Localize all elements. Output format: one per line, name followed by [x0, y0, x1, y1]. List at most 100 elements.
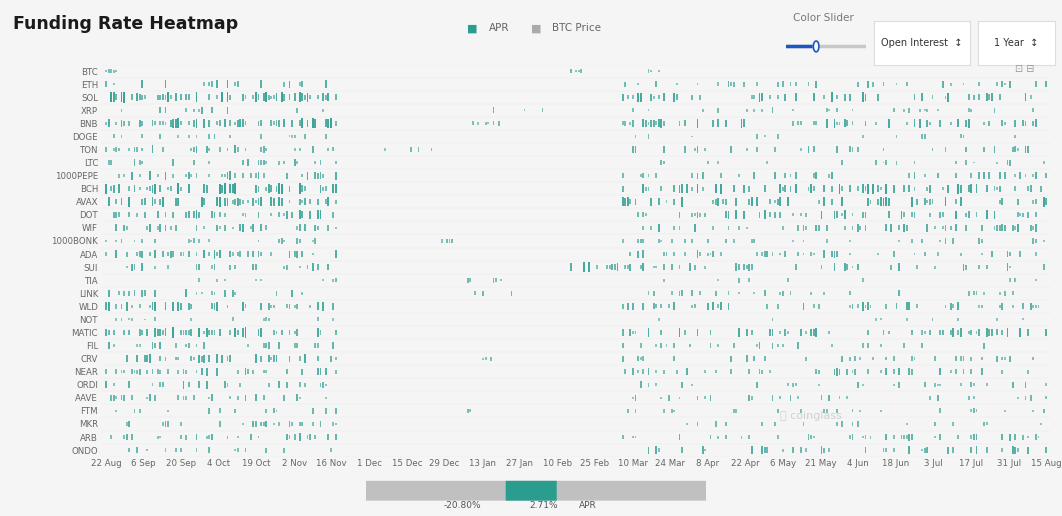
Bar	[296, 394, 298, 401]
Bar	[1045, 80, 1047, 88]
Bar	[332, 318, 335, 320]
Bar	[782, 187, 784, 191]
Bar	[671, 264, 672, 270]
Bar	[208, 408, 210, 414]
Bar	[648, 187, 649, 190]
Bar	[743, 211, 744, 219]
Bar	[170, 120, 172, 127]
Bar	[1045, 396, 1047, 399]
Bar	[217, 224, 218, 231]
Bar	[477, 122, 479, 124]
Bar	[177, 198, 179, 206]
Bar	[203, 82, 205, 86]
Bar	[940, 239, 941, 243]
Bar	[157, 369, 158, 374]
Bar	[472, 121, 474, 125]
Bar	[247, 344, 249, 347]
Bar	[1020, 214, 1022, 216]
Bar	[913, 172, 915, 179]
Bar	[309, 95, 311, 99]
Bar	[242, 159, 244, 166]
Bar	[971, 109, 972, 112]
Bar	[312, 253, 313, 255]
Bar	[542, 108, 544, 112]
Bar	[1014, 147, 1016, 153]
Bar	[121, 92, 122, 103]
Bar	[637, 251, 639, 257]
Bar	[844, 211, 845, 219]
Bar	[1014, 434, 1016, 440]
Bar	[284, 82, 286, 87]
Bar	[159, 121, 161, 125]
Bar	[818, 200, 820, 204]
Bar	[152, 343, 153, 349]
Bar	[852, 213, 854, 216]
Bar	[935, 383, 936, 386]
Bar	[105, 240, 107, 242]
Bar	[908, 108, 910, 112]
Bar	[185, 344, 187, 347]
Bar	[255, 422, 257, 427]
Bar	[320, 383, 322, 387]
Bar	[316, 328, 319, 337]
Bar	[309, 305, 311, 308]
Bar	[661, 397, 663, 399]
Bar	[989, 329, 990, 336]
Bar	[134, 264, 135, 270]
Bar	[110, 92, 113, 102]
Bar	[203, 343, 205, 349]
Bar	[139, 187, 140, 190]
Bar	[849, 305, 851, 308]
Bar	[165, 172, 167, 180]
Bar	[1009, 252, 1011, 256]
Bar	[1032, 121, 1034, 126]
Bar	[816, 121, 818, 125]
Bar	[735, 198, 737, 205]
Bar	[134, 185, 135, 192]
Bar	[131, 172, 133, 180]
Bar	[758, 369, 760, 374]
Bar	[725, 211, 726, 218]
Bar	[1043, 197, 1045, 206]
Bar	[911, 369, 913, 375]
Bar	[116, 369, 117, 374]
Bar	[467, 409, 468, 413]
Bar	[834, 368, 836, 375]
Bar	[691, 94, 693, 100]
Bar	[836, 422, 838, 426]
Bar	[208, 447, 210, 453]
Bar	[996, 82, 998, 86]
Bar	[653, 266, 654, 268]
Bar	[110, 435, 113, 439]
Bar	[316, 211, 319, 219]
Bar	[134, 291, 135, 296]
Bar	[298, 148, 301, 151]
Bar	[635, 395, 636, 401]
Bar	[195, 173, 198, 178]
Bar	[312, 147, 313, 153]
Bar	[922, 93, 923, 101]
Bar	[953, 447, 954, 453]
Bar	[276, 291, 277, 296]
Bar	[704, 370, 706, 373]
Bar	[294, 148, 295, 151]
Bar	[864, 225, 867, 231]
Bar	[224, 279, 226, 281]
Bar	[944, 304, 946, 308]
Bar	[888, 331, 890, 334]
Bar	[864, 212, 867, 218]
Bar	[849, 291, 851, 296]
Bar	[229, 171, 230, 180]
Bar	[154, 343, 156, 348]
Bar	[327, 93, 329, 102]
Bar	[684, 147, 685, 153]
Bar	[325, 94, 326, 100]
Bar	[857, 147, 858, 152]
Bar	[224, 198, 226, 206]
Bar	[818, 225, 820, 231]
Bar	[913, 160, 915, 165]
Bar	[232, 227, 234, 229]
Bar	[643, 263, 645, 271]
Bar	[857, 381, 858, 388]
Bar	[131, 318, 133, 321]
